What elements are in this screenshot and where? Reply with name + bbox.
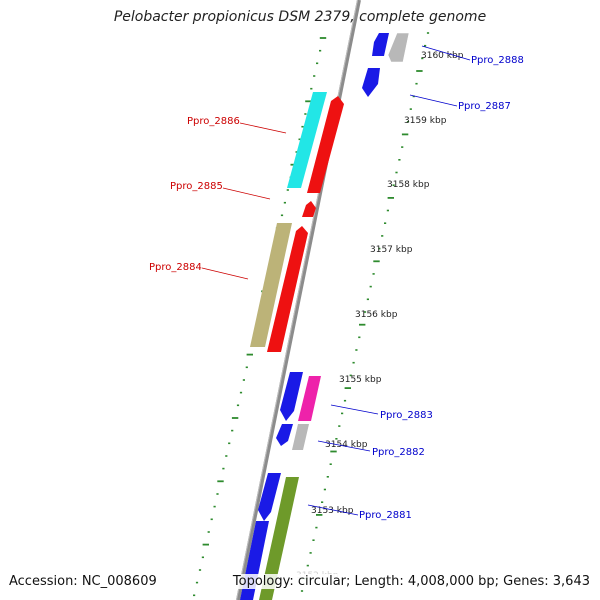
genome-summary: Topology: circular; Length: 4,008,000 bp… [232,574,590,589]
gene-feature-unlabelled[interactable] [267,226,308,352]
gene-features [240,32,410,600]
gene-label-ppro-2882[interactable]: Ppro_2882 [372,447,425,458]
tick-label-3154: 3154 kbp [325,440,368,450]
gene-label-ppro-2888[interactable]: Ppro_2888 [471,55,524,66]
gene-feature-unlabelled[interactable] [276,424,293,446]
gene-feature-unlabelled[interactable] [307,96,344,193]
gene-feature-ppro-2887[interactable] [362,68,380,97]
gene-label-ppro-2881[interactable]: Ppro_2881 [359,510,412,521]
gene-feature-ppro-2884[interactable] [250,223,292,347]
gene-label-ppro-2883[interactable]: Ppro_2883 [380,410,433,421]
map-title: Pelobacter propionicus DSM 2379, complet… [113,9,487,25]
tick-label-3160: 3160 kbp [421,51,464,61]
gene-feature-ppro-2885[interactable] [302,201,316,217]
tick-label-3158: 3158 kbp [387,180,430,190]
gene-label-ppro-2885[interactable]: Ppro_2885 [170,181,223,192]
gene-feature-ppro-2883[interactable] [298,376,321,421]
tick-label-3155: 3155 kbp [339,375,382,385]
tick-label-3159: 3159 kbp [404,116,447,126]
gene-feature-ppro-2886[interactable] [287,92,327,188]
gene-feature-ppro-2888[interactable] [387,32,410,63]
gene-label-ppro-2884[interactable]: Ppro_2884 [149,262,202,273]
gene-feature-unlabelled[interactable] [258,473,281,521]
gene-label-ppro-2886[interactable]: Ppro_2886 [187,116,240,127]
gene-feature-unlabelled[interactable] [280,372,303,421]
gene-callouts: Ppro_2888 Ppro_2887 Ppro_2886 Ppro_2885 … [149,45,524,521]
right-ruler [300,32,430,592]
tick-label-3156: 3156 kbp [355,310,398,320]
gene-feature-ppro-2882[interactable] [292,424,309,450]
gene-feature-unlabelled[interactable] [372,33,389,56]
gene-feature-ppro-2881[interactable] [276,477,299,523]
accession-label: Accession: NC_008609 [9,574,157,589]
tick-label-3157: 3157 kbp [370,245,413,255]
tick-label-3153: 3153 kbp [311,506,354,516]
gene-label-ppro-2887[interactable]: Ppro_2887 [458,101,511,112]
